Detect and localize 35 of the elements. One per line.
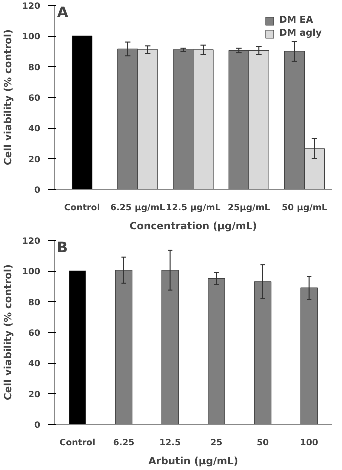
y-axis-title: Cell viability (% control) [3, 30, 14, 166]
x-tick-label: 6.25 [113, 438, 135, 448]
x-tick-label: Control [64, 204, 100, 214]
y-tick-label: 0 [34, 421, 41, 431]
x-axis-title: Concentration (µg/mL) [130, 222, 258, 232]
x-tick-label: Control [60, 438, 96, 448]
annotation: B [56, 240, 68, 256]
y-tick-label: 40 [28, 360, 40, 370]
x-tick-label: 12.5 [160, 438, 182, 448]
legend-label: DM agly [279, 28, 322, 39]
x-tick-label: 25 [210, 438, 223, 448]
y-axis-title: Cell viability (% control) [3, 264, 14, 400]
y-tick-label: 20 [28, 390, 40, 400]
bar [72, 36, 93, 190]
x-tick-label: 50 [256, 438, 270, 448]
x-tick-label: 50 µg/mL [282, 204, 328, 214]
y-tick-label: 0 [34, 186, 41, 196]
y-tick-label: 20 [28, 155, 40, 166]
x-tick-label: 12.5 µg/mL [166, 204, 222, 214]
annotation: A [57, 4, 70, 22]
x-axis-title: Arbutin (µg/mL) [148, 456, 238, 468]
x-tick-label: 25µg/mL [228, 204, 271, 214]
y-tick-label: 40 [28, 124, 40, 135]
x-tick-label: 100 [300, 438, 318, 448]
x-tick-label: 6.25 µg/mL [110, 204, 166, 214]
y-tick-label: 100 [22, 32, 41, 43]
bar [69, 270, 86, 424]
y-tick-label: 60 [28, 94, 40, 104]
y-tick-label: 80 [28, 298, 40, 308]
y-tick-label: 80 [28, 63, 40, 74]
y-tick-label: 60 [28, 329, 40, 339]
y-tick-label: 100 [22, 268, 41, 278]
y-tick-label: 120 [22, 237, 41, 247]
y-tick-label: 120 [22, 2, 41, 12]
legend-label: DM EA [279, 15, 314, 26]
